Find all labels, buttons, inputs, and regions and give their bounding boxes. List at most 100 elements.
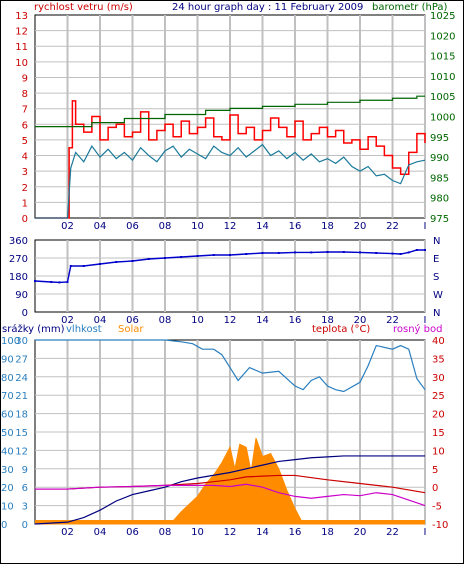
temperature-tick-label: 40 bbox=[432, 336, 445, 347]
temperature-tick-label: 20 bbox=[432, 410, 445, 421]
solar-tick-label: 12 bbox=[15, 446, 28, 457]
pressure-tick-label: 1010 bbox=[430, 72, 455, 83]
direction-point bbox=[245, 253, 248, 255]
temperature-tick-label: 35 bbox=[432, 354, 445, 365]
x-tick-label: 20 bbox=[354, 315, 367, 326]
solar-tick-label: 27 bbox=[15, 354, 28, 365]
direction-point bbox=[147, 258, 150, 260]
x-tick-label: 18 bbox=[321, 527, 334, 538]
humidity-tick-label: 40 bbox=[1, 446, 14, 457]
wind-tick-label: 5 bbox=[22, 136, 28, 147]
solar-axis-title: Solar bbox=[118, 324, 144, 335]
solar-tick-label: 9 bbox=[22, 465, 28, 476]
temperature-tick-label: -10 bbox=[432, 520, 448, 531]
pressure-tick-label: 995 bbox=[430, 133, 449, 144]
solar-tick-label: 21 bbox=[15, 391, 28, 402]
wind-tick-label: 1 bbox=[22, 198, 28, 209]
direction-point bbox=[115, 261, 118, 263]
pressure-tick-label: 975 bbox=[430, 214, 449, 225]
x-tick-label: 06 bbox=[126, 315, 139, 326]
direction-point bbox=[58, 281, 61, 284]
direction-point bbox=[261, 252, 264, 254]
direction-tick-label: 180 bbox=[9, 272, 28, 283]
compass-tick-label: E bbox=[433, 254, 439, 265]
x-tick-label: 08 bbox=[159, 315, 172, 326]
x-tick-label: 20 bbox=[354, 221, 367, 232]
pressure-tick-label: 1000 bbox=[430, 113, 455, 124]
wind-average-line bbox=[35, 143, 426, 219]
humidity-tick-label: 30 bbox=[1, 465, 14, 476]
wind-tick-label: 8 bbox=[22, 89, 28, 100]
wind-tick-label: 7 bbox=[22, 105, 28, 116]
humidity-tick-label: 10 bbox=[1, 502, 14, 513]
rain-axis-title: srážky (mm) bbox=[2, 323, 65, 335]
solar-tick-label: 0 bbox=[22, 520, 28, 531]
compass-tick-label: S bbox=[433, 272, 439, 283]
direction-point bbox=[391, 252, 394, 255]
humidity-tick-label: 50 bbox=[1, 428, 14, 439]
dewpoint-line bbox=[35, 483, 426, 507]
humidity-tick-label: 20 bbox=[1, 483, 14, 494]
wind-tick-label: 4 bbox=[22, 152, 28, 163]
x-tick-label: 22 bbox=[386, 315, 399, 326]
direction-point bbox=[310, 251, 313, 254]
solar-tick-label: 15 bbox=[15, 428, 28, 439]
pressure-tick-label: 990 bbox=[430, 153, 449, 164]
direction-point bbox=[50, 281, 53, 283]
direction-tick-label: 0 bbox=[22, 308, 28, 319]
direction-point bbox=[180, 256, 183, 258]
x-tick-label: 02 bbox=[61, 315, 74, 326]
x-tick-label: 14 bbox=[256, 527, 269, 538]
direction-point bbox=[229, 254, 231, 256]
temperature-tick-label: 25 bbox=[432, 391, 445, 402]
pressure-tick-label: 985 bbox=[430, 173, 449, 184]
pressure-line bbox=[35, 95, 425, 128]
x-tick-label: 16 bbox=[289, 221, 302, 232]
x-tick-label: 22 bbox=[386, 221, 399, 232]
compass-tick-label: W bbox=[433, 290, 443, 301]
direction-point bbox=[34, 280, 36, 282]
direction-point bbox=[415, 249, 418, 251]
chart-marks bbox=[34, 95, 426, 525]
direction-point bbox=[66, 281, 69, 283]
direction-point bbox=[212, 254, 215, 256]
tick-labels: 02 04 06 08 10 12 14 16 18 20 22 I02 04 06 08 10 12 14 16 1… bbox=[1, 11, 455, 538]
x-tick-label: 16 bbox=[289, 527, 302, 538]
direction-point bbox=[407, 251, 410, 254]
wind-tick-label: 10 bbox=[15, 58, 28, 69]
x-tick-label: 06 bbox=[126, 221, 139, 232]
direction-point bbox=[424, 249, 426, 251]
direction-point bbox=[326, 251, 329, 253]
wind-tick-label: 3 bbox=[22, 167, 28, 178]
x-tick-label: 04 bbox=[94, 315, 107, 326]
x-tick-label: 22 bbox=[386, 527, 399, 538]
x-tick-label: 12 bbox=[224, 221, 237, 232]
direction-point bbox=[69, 265, 72, 267]
x-tick-label: I bbox=[424, 527, 427, 538]
temperature-tick-label: 10 bbox=[432, 446, 445, 457]
wind-tick-label: 9 bbox=[22, 73, 28, 84]
direction-point bbox=[82, 265, 85, 267]
x-tick-label: 04 bbox=[94, 221, 107, 232]
direction-tick-label: 90 bbox=[15, 290, 28, 301]
direction-point bbox=[277, 252, 280, 254]
x-tick-label: 18 bbox=[321, 221, 334, 232]
wind-tick-label: 13 bbox=[15, 11, 28, 22]
direction-point bbox=[342, 251, 345, 253]
x-tick-label: 18 bbox=[321, 315, 334, 326]
humidity-tick-label: 80 bbox=[1, 373, 14, 384]
humidity-tick-label: 70 bbox=[1, 391, 14, 402]
x-tick-label: 02 bbox=[61, 527, 74, 538]
wind-tick-label: 6 bbox=[22, 120, 28, 131]
x-tick-label: 14 bbox=[256, 221, 269, 232]
pressure-tick-label: 1015 bbox=[430, 52, 455, 63]
compass-tick-label: N bbox=[433, 308, 440, 319]
direction-point bbox=[196, 255, 199, 257]
x-tick-label: 16 bbox=[289, 315, 302, 326]
x-tick-label: I bbox=[424, 221, 427, 232]
wind-axis-title: rychlost vetru (m/s) bbox=[34, 2, 133, 13]
rain-line bbox=[34, 455, 425, 525]
chart-title: 24 hour graph day : 11 February 2009 bbox=[172, 2, 363, 13]
direction-point bbox=[399, 253, 402, 255]
pressure-tick-label: 1025 bbox=[430, 11, 455, 22]
